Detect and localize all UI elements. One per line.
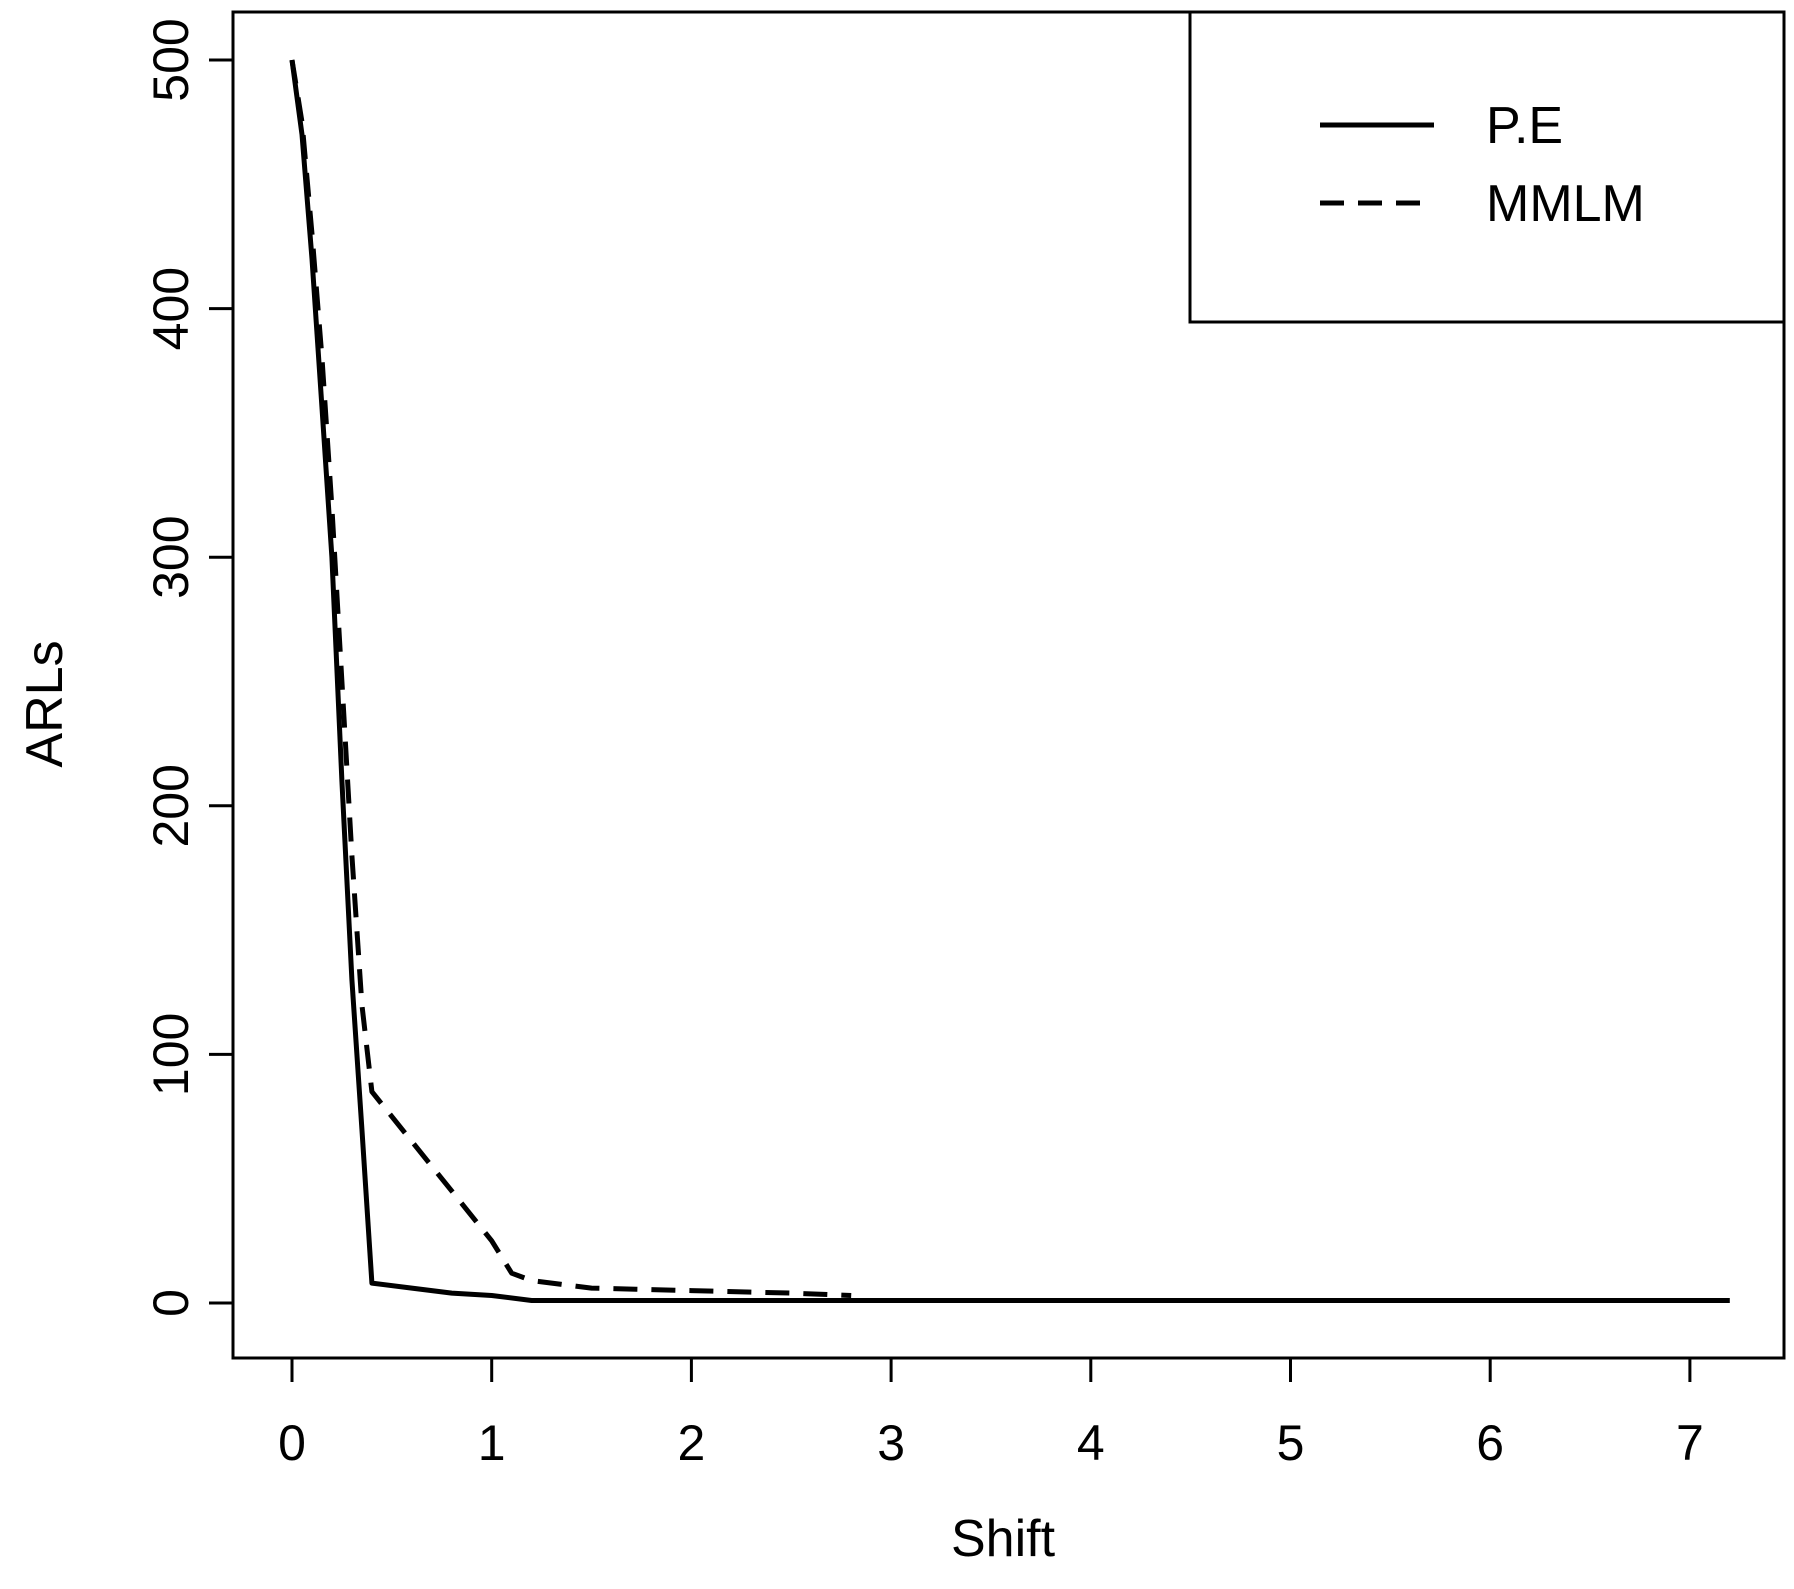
y-tick-label: 200 <box>143 764 199 847</box>
y-tick-label: 0 <box>143 1289 199 1317</box>
legend-label: P.E <box>1486 97 1563 155</box>
legend-box <box>1188 10 1786 324</box>
x-tick-label: 5 <box>1277 1415 1305 1471</box>
x-tick-label: 1 <box>478 1415 506 1471</box>
y-tick-label: 500 <box>143 18 199 101</box>
plot-border <box>231 10 1786 1360</box>
x-tick-label: 6 <box>1476 1415 1504 1471</box>
y-tick-label: 300 <box>143 515 199 598</box>
x-tick-label: 2 <box>677 1415 705 1471</box>
y-tick-label: 400 <box>143 267 199 350</box>
series-layer <box>289 59 1730 1303</box>
plot-frame <box>231 10 1786 1360</box>
x-axis-title: Shift <box>951 1510 1056 1568</box>
series-line-p-e <box>289 59 1730 1303</box>
x-axis: 0 1 2 3 4 5 6 7 <box>278 1358 1704 1471</box>
y-axis-title: ARLs <box>16 640 74 767</box>
x-tick-label: 3 <box>877 1415 905 1471</box>
y-tick-label: 100 <box>143 1013 199 1096</box>
x-tick-label: 4 <box>1077 1415 1105 1471</box>
x-tick-label: 7 <box>1676 1415 1704 1471</box>
x-tick-label: 0 <box>278 1415 306 1471</box>
y-axis: 0 100 200 300 400 500 <box>143 18 233 1317</box>
legend: P.E MMLM <box>1188 10 1786 324</box>
series-line-mmlm <box>289 59 852 1298</box>
legend-label: MMLM <box>1486 175 1645 233</box>
